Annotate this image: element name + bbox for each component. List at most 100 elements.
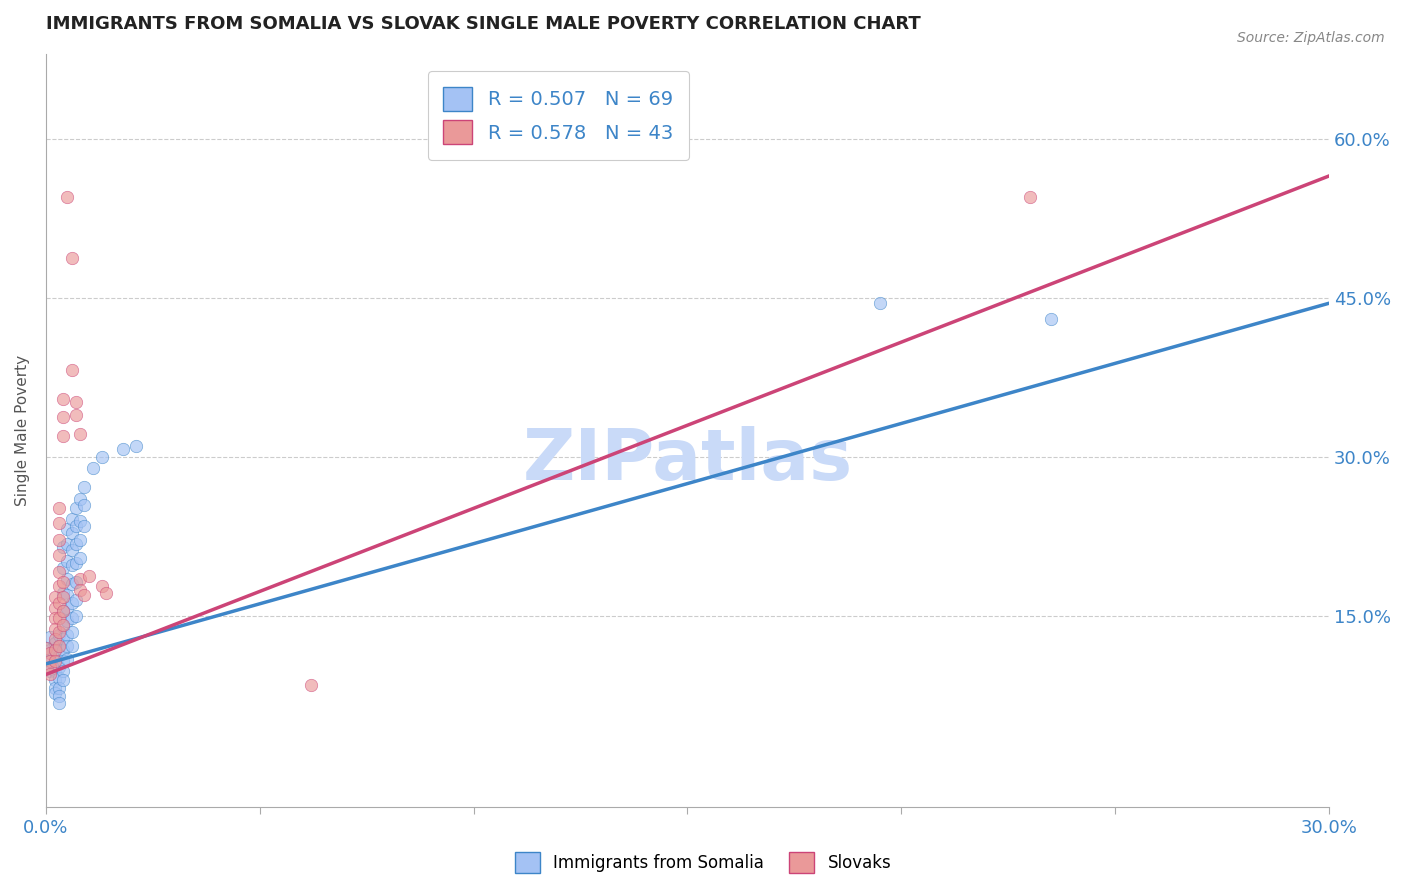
Point	[69, 550, 91, 565]
Point	[111, 442, 134, 456]
Point	[77, 569, 100, 583]
Point	[35, 640, 58, 655]
Point	[52, 665, 75, 679]
Point	[56, 600, 79, 615]
Point	[60, 639, 83, 653]
Point	[44, 643, 66, 657]
Y-axis label: Single Male Poverty: Single Male Poverty	[15, 355, 30, 506]
Point	[48, 628, 70, 642]
Point	[69, 582, 91, 597]
Point	[56, 537, 79, 551]
Point	[44, 635, 66, 649]
Point	[60, 625, 83, 640]
Point	[56, 588, 79, 602]
Point	[39, 631, 62, 645]
Point	[52, 654, 75, 668]
Point	[125, 439, 148, 453]
Point	[65, 575, 87, 590]
Point	[60, 363, 83, 377]
Point	[65, 593, 87, 607]
Point	[52, 429, 75, 443]
Point	[48, 681, 70, 696]
Point	[39, 654, 62, 668]
Point	[56, 615, 79, 629]
Point	[90, 579, 112, 593]
Point	[90, 450, 112, 464]
Legend: R = 0.507   N = 69, R = 0.578   N = 43: R = 0.507 N = 69, R = 0.578 N = 43	[427, 71, 689, 160]
Point	[48, 596, 70, 610]
Point	[48, 533, 70, 547]
Point	[48, 639, 70, 653]
Point	[48, 660, 70, 674]
Point	[48, 500, 70, 515]
Point	[299, 678, 322, 692]
Point	[52, 575, 75, 590]
Point	[48, 548, 70, 562]
Point	[69, 426, 91, 441]
Point	[1040, 312, 1063, 326]
Point	[60, 251, 83, 265]
Point	[39, 646, 62, 660]
Legend: Immigrants from Somalia, Slovaks: Immigrants from Somalia, Slovaks	[508, 846, 898, 880]
Point	[65, 395, 87, 409]
Point	[60, 558, 83, 573]
Text: Source: ZipAtlas.com: Source: ZipAtlas.com	[1237, 31, 1385, 45]
Point	[44, 681, 66, 696]
Point	[52, 643, 75, 657]
Point	[56, 572, 79, 586]
Point	[44, 632, 66, 647]
Point	[44, 654, 66, 668]
Text: IMMIGRANTS FROM SOMALIA VS SLOVAK SINGLE MALE POVERTY CORRELATION CHART: IMMIGRANTS FROM SOMALIA VS SLOVAK SINGLE…	[46, 15, 921, 33]
Point	[60, 596, 83, 610]
Point	[73, 588, 96, 602]
Point	[39, 660, 62, 674]
Point	[44, 673, 66, 687]
Point	[48, 565, 70, 579]
Point	[56, 651, 79, 665]
Point	[44, 590, 66, 604]
Point	[48, 516, 70, 530]
Point	[60, 526, 83, 541]
Point	[65, 537, 87, 551]
Point	[69, 533, 91, 547]
Point	[73, 480, 96, 494]
Point	[52, 620, 75, 634]
Point	[69, 492, 91, 507]
Point	[56, 554, 79, 568]
Point	[69, 514, 91, 528]
Point	[82, 460, 104, 475]
Point	[65, 556, 87, 570]
Point	[44, 600, 66, 615]
Point	[73, 519, 96, 533]
Point	[52, 604, 75, 618]
Point	[52, 586, 75, 600]
Point	[56, 522, 79, 536]
Point	[39, 667, 62, 681]
Point	[56, 190, 79, 204]
Point	[56, 628, 79, 642]
Point	[69, 572, 91, 586]
Point	[35, 640, 58, 655]
Point	[52, 590, 75, 604]
Point	[44, 654, 66, 668]
Point	[60, 611, 83, 625]
Point	[39, 643, 62, 657]
Point	[52, 604, 75, 618]
Point	[65, 408, 87, 422]
Point	[52, 561, 75, 575]
Point	[44, 685, 66, 699]
Point	[65, 609, 87, 624]
Point	[52, 540, 75, 554]
Point	[44, 665, 66, 679]
Point	[48, 639, 70, 653]
Point	[73, 498, 96, 512]
Point	[52, 409, 75, 424]
Point	[52, 632, 75, 647]
Point	[94, 586, 117, 600]
Point	[48, 579, 70, 593]
Point	[48, 689, 70, 703]
Point	[39, 654, 62, 668]
Point	[48, 696, 70, 710]
Point	[44, 643, 66, 657]
Point	[48, 649, 70, 664]
